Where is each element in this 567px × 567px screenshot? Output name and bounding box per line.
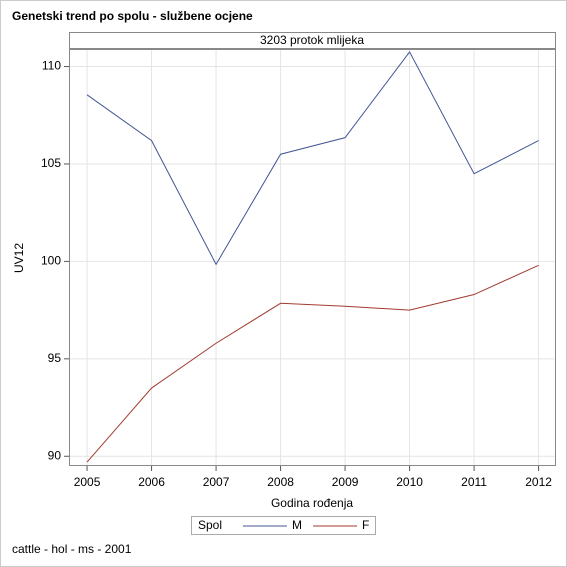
footnote: cattle - hol - ms - 2001: [12, 542, 132, 556]
panel-header: [69, 32, 556, 49]
panel-title: 3203 protok mlijeka: [260, 33, 364, 47]
chart-title: Genetski trend po spolu - službene ocjen…: [12, 9, 253, 23]
y-tick-label: 110: [42, 59, 61, 73]
legend-label: M: [292, 518, 302, 532]
x-tick-label: 2007: [203, 475, 230, 489]
x-tick-label: 2011: [461, 475, 487, 489]
legend-title: Spol: [198, 518, 222, 532]
x-tick-label: 2009: [332, 475, 359, 489]
series-line: [86, 50, 539, 266]
plot-border: [69, 49, 556, 466]
x-tick-label: 2008: [267, 475, 294, 489]
x-tick-label: 2012: [525, 475, 552, 489]
y-tick-label: 100: [41, 254, 61, 268]
x-tick-label: 2006: [138, 475, 165, 489]
y-tick-label: 105: [41, 156, 61, 170]
y-tick-label: 95: [48, 351, 62, 365]
y-tick-label: 90: [48, 448, 62, 462]
x-tick-label: 2010: [396, 475, 423, 489]
series-line: [86, 264, 539, 463]
x-tick-label: 2005: [74, 475, 101, 489]
y-axis-label: UV12: [12, 243, 26, 273]
legend-label: F: [362, 518, 369, 532]
x-axis-label: Godina rođenja: [271, 496, 353, 510]
